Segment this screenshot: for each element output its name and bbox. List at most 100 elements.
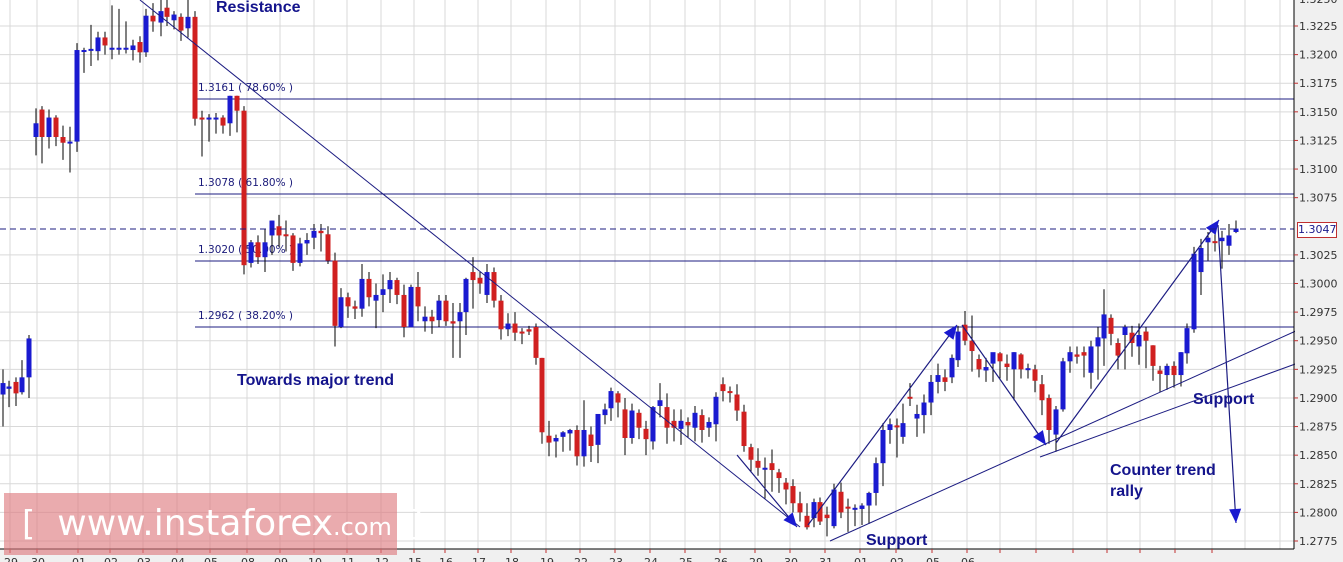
bear-candle-body [102,37,108,46]
bear-candle-body [845,506,851,509]
x-tick-label: 25 [679,556,693,562]
bull-candle-body [95,37,101,52]
x-tick-label: 31 [819,556,833,562]
bear-candle-body [13,381,19,394]
bull-candle-body [581,429,587,457]
x-tick-label: 17 [472,556,486,562]
bull-candle-body [852,507,858,510]
bull-candle-body [866,492,872,506]
x-tick-label: 08 [241,556,255,562]
bull-candle-body [269,220,275,236]
bear-candle-body [53,117,59,138]
bull-candle-body [373,294,379,301]
bull-candle-body [74,50,80,142]
bull-candle-body [6,386,12,389]
y-tick-label: 1.3225 [1299,20,1338,33]
bull-candle-body [1067,352,1073,362]
bull-candle-body [262,242,268,258]
bear-candle-body [401,294,407,327]
x-tick-label: 06 [961,556,975,562]
bull-candle-body [130,45,136,51]
bear-candle-body [1004,363,1010,368]
bull-candle-body [831,489,837,527]
bull-candle-body [629,410,635,438]
x-tick-label: 22 [574,556,588,562]
bear-candle-body [199,117,205,120]
bear-candle-body [39,109,45,138]
bull-candle-body [692,412,698,428]
bull-candle-body [1136,335,1142,347]
bull-candle-body [1088,346,1094,373]
y-tick-label: 1.2875 [1299,421,1338,434]
bull-candle-body [0,383,6,395]
bull-candle-body [19,377,25,393]
bull-candle-body [1198,248,1204,273]
x-tick-label: 12 [375,556,389,562]
bear-candle-body [450,321,456,324]
x-tick-label: 05 [926,556,940,562]
bear-candle-body [636,412,642,428]
bear-candle-body [797,503,803,513]
bear-candle-body [817,502,823,522]
bull-candle-body [457,312,463,322]
bear-candle-body [664,407,670,428]
bull-candle-body [297,243,303,263]
bull-candle-body [116,47,122,50]
bull-candle-body [46,117,52,138]
bear-candle-body [1171,365,1177,376]
bull-candle-body [422,316,428,322]
bull-candle-body [1053,409,1059,435]
bull-candle-body [713,396,719,425]
bull-candle-body [88,48,94,51]
bull-candle-body [762,467,768,470]
bear-candle-body [997,353,1003,362]
bear-candle-body [352,306,358,309]
bull-candle-body [921,402,927,416]
bear-candle-body [1039,384,1045,401]
bull-candle-body [650,407,656,442]
chart-annotation: rally [1110,483,1143,500]
fib-level-label: 1.3161 ( 78.60% ) [198,82,293,94]
bear-candle-body [429,316,435,322]
x-tick-label: 10 [308,556,322,562]
bear-candle-body [415,286,421,307]
bull-candle-body [1164,365,1170,376]
bull-candle-body [811,502,817,519]
bull-candle-body [1122,326,1128,335]
chart-annotation: Towards major trend [237,372,394,389]
chart-annotation: Support [866,532,928,549]
x-tick-label: 29 [4,556,18,562]
watermark-bracket-open: [ [22,504,36,544]
x-tick-label: 24 [644,556,658,562]
bear-candle-body [790,486,796,504]
bull-candle-body [436,300,442,321]
bear-candle-body [942,377,948,382]
bear-candle-body [615,393,621,403]
bear-candle-body [164,7,170,17]
bull-candle-body [657,400,663,406]
x-tick-label: 02 [890,556,904,562]
bear-candle-body [1129,332,1135,344]
trend-arrows [736,219,1242,528]
arrowhead-icon [1033,430,1046,445]
bear-candle-body [783,482,789,490]
major-downtrend [139,0,801,528]
bull-candle-body [553,438,559,442]
watermark-bracket-close: ] [409,504,424,544]
bear-candle-body [962,324,968,341]
x-tick-label: 29 [749,556,763,562]
rally-up-2-line [1055,219,1220,444]
bear-candle-body [477,277,483,284]
bear-candle-body [776,472,782,479]
bear-candle-body [394,280,400,295]
y-tick-label: 1.3175 [1299,77,1338,90]
bull-candle-body [311,230,317,238]
bull-candle-body [678,420,684,429]
x-tick-label: 18 [505,556,519,562]
bear-candle-body [1150,345,1156,366]
y-tick-label: 1.2900 [1299,392,1338,405]
support-line-lower [1039,362,1299,458]
support-line-upper [829,329,1299,542]
bear-candle-body [622,409,628,438]
bear-candle-body [234,95,240,111]
